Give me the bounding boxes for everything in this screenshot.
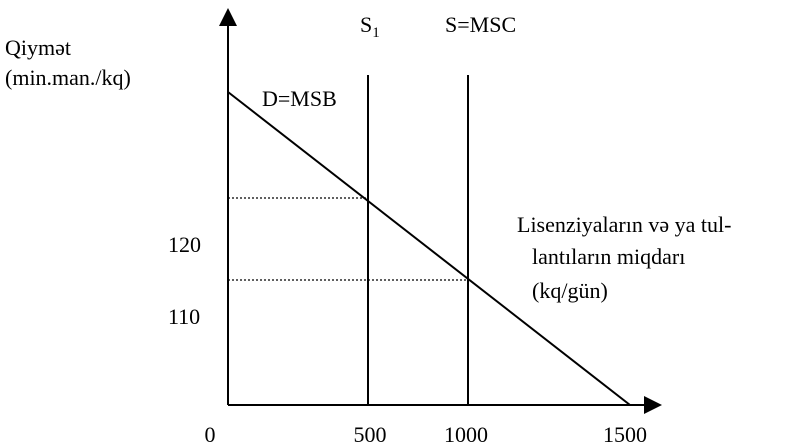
x-tick-label: 1000 — [444, 422, 488, 445]
y-axis-label: Qiymət — [5, 35, 71, 60]
x-axis-label: Lisenziyaların və ya tul- — [517, 212, 731, 237]
x-arrow — [644, 396, 662, 414]
x-axis-label: lantıların miqdarı — [532, 244, 685, 269]
x-tick-label: 1500 — [603, 422, 647, 445]
y-tick-label: 120 — [168, 232, 201, 257]
x-axis-label: (kq/gün) — [532, 278, 608, 303]
curve-label: S=MSC — [445, 12, 516, 37]
curve-label-main: S — [360, 12, 372, 37]
x-tick-label: 500 — [354, 422, 387, 445]
y-axis-label: (min.man./kq) — [5, 65, 131, 90]
demand-line — [227, 91, 631, 406]
x-tick-label: 0 — [205, 422, 216, 445]
curve-label-sub: 1 — [372, 25, 380, 41]
y-tick-label: 110 — [168, 304, 200, 329]
curve-label: D=MSB — [262, 86, 337, 111]
y-arrow — [219, 8, 237, 26]
curve-label: S1 — [360, 12, 380, 41]
